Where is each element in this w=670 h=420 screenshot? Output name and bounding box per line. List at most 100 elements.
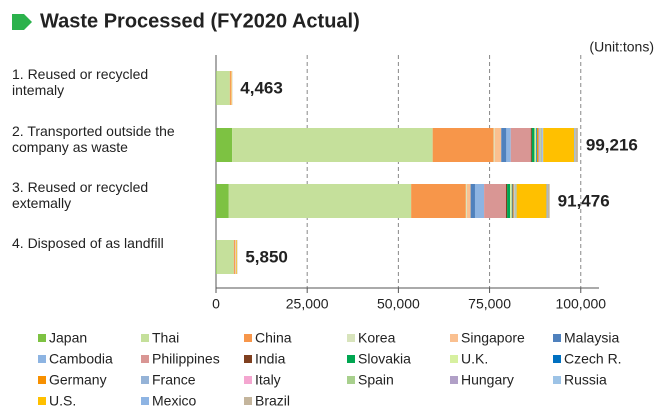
bar-segment bbox=[538, 128, 540, 162]
legend-label: France bbox=[152, 372, 196, 388]
legend-swatch bbox=[450, 376, 458, 384]
legend-swatch bbox=[244, 334, 252, 342]
bar-segment bbox=[484, 184, 506, 218]
bar-segment bbox=[432, 128, 494, 162]
total-label: 5,850 bbox=[245, 247, 288, 266]
bar-segment bbox=[515, 184, 517, 218]
legend-label: Czech R. bbox=[564, 351, 622, 367]
bar-segment bbox=[465, 184, 467, 218]
bar-segment bbox=[216, 128, 233, 162]
legend-swatch bbox=[38, 376, 46, 384]
bar-segment bbox=[506, 128, 511, 162]
bar-segment bbox=[510, 128, 531, 162]
legend-label: Italy bbox=[255, 372, 281, 388]
legend-label: Hungary bbox=[461, 372, 514, 388]
bar-segment bbox=[501, 128, 507, 162]
x-tick-label: 25,000 bbox=[286, 296, 329, 312]
bar-segment bbox=[466, 184, 471, 218]
legend-swatch bbox=[38, 355, 46, 363]
bar-segment bbox=[540, 128, 542, 162]
bar-segment bbox=[513, 184, 515, 218]
legend-label: Cambodia bbox=[49, 351, 113, 367]
bar-segment bbox=[530, 128, 532, 162]
legend-swatch bbox=[141, 397, 149, 405]
bar-segment bbox=[411, 184, 466, 218]
legend-swatch bbox=[244, 397, 252, 405]
bar-segment bbox=[507, 184, 510, 218]
x-tick-label: 50,000 bbox=[377, 296, 420, 312]
bar-segment bbox=[541, 128, 543, 162]
bar-segment bbox=[536, 128, 537, 162]
legend-label: Philippines bbox=[152, 351, 220, 367]
legend-swatch bbox=[38, 334, 46, 342]
legend-label: India bbox=[255, 351, 286, 367]
legend-label: China bbox=[255, 330, 292, 346]
bar-segment bbox=[232, 128, 433, 162]
legend-swatch bbox=[141, 376, 149, 384]
legend-swatch bbox=[347, 355, 355, 363]
legend-label: Thai bbox=[152, 330, 179, 346]
legend-swatch bbox=[141, 334, 149, 342]
bar-segment bbox=[470, 184, 475, 218]
title-icon bbox=[12, 14, 32, 30]
legend-swatch bbox=[244, 355, 252, 363]
legend-label: Mexico bbox=[152, 393, 197, 409]
bar-segment bbox=[216, 240, 217, 274]
legend-label: Russia bbox=[564, 372, 607, 388]
legend-label: U.S. bbox=[49, 393, 76, 409]
legend-swatch bbox=[553, 376, 561, 384]
bar-segment bbox=[534, 128, 537, 162]
bar-segment bbox=[516, 184, 547, 218]
bar-segment bbox=[494, 128, 502, 162]
category-label: 1. Reused or recycled intemaly bbox=[12, 66, 149, 98]
category-label: 3. Reused or recycled extemally bbox=[12, 179, 149, 211]
legend-label: Spain bbox=[358, 372, 394, 388]
legend-swatch bbox=[38, 397, 46, 405]
bar-segment bbox=[493, 128, 495, 162]
bar-segment bbox=[233, 240, 235, 274]
bar-segment bbox=[505, 184, 508, 218]
legend-label: Korea bbox=[358, 330, 396, 346]
bar-segment bbox=[546, 184, 548, 218]
x-tick-label: 75,000 bbox=[468, 296, 511, 312]
legend-label: Japan bbox=[49, 330, 87, 346]
bar-segment bbox=[547, 184, 550, 218]
legend-label: Germany bbox=[49, 372, 107, 388]
legend-swatch bbox=[450, 355, 458, 363]
legend-label: Brazil bbox=[255, 393, 290, 409]
bar-segment bbox=[216, 240, 234, 274]
legend-swatch bbox=[553, 334, 561, 342]
legend-swatch bbox=[450, 334, 458, 342]
legend-label: Slovakia bbox=[358, 351, 411, 367]
unit-label: (Unit:tons) bbox=[589, 39, 654, 55]
bar-segment bbox=[542, 128, 544, 162]
x-tick-label: 0 bbox=[212, 296, 220, 312]
legend-label: Singapore bbox=[461, 330, 525, 346]
bar-segment bbox=[216, 71, 230, 105]
bar-segment bbox=[509, 184, 512, 218]
legend-label: Malaysia bbox=[564, 330, 619, 346]
total-label: 91,476 bbox=[558, 191, 610, 210]
legend-swatch bbox=[141, 355, 149, 363]
legend-swatch bbox=[553, 355, 561, 363]
bar-segment bbox=[575, 128, 578, 162]
legend-label: U.K. bbox=[461, 351, 488, 367]
bar-segment bbox=[574, 128, 576, 162]
total-label: 99,216 bbox=[586, 135, 638, 154]
bar-segment bbox=[531, 128, 535, 162]
bar-segment bbox=[514, 184, 516, 218]
legend-swatch bbox=[244, 376, 252, 384]
category-label: 2. Transported outside the company as wa… bbox=[12, 123, 175, 155]
bar-segment bbox=[536, 128, 539, 162]
bar-segment bbox=[543, 128, 575, 162]
bar-segment bbox=[512, 184, 514, 218]
bar-segment bbox=[216, 184, 229, 218]
bar-segment bbox=[229, 71, 231, 105]
chart-title: Waste Processed (FY2020 Actual) bbox=[40, 10, 360, 32]
bar-segment bbox=[228, 184, 412, 218]
bar-segment bbox=[511, 184, 513, 218]
legend-swatch bbox=[347, 334, 355, 342]
bar-segment bbox=[474, 184, 485, 218]
